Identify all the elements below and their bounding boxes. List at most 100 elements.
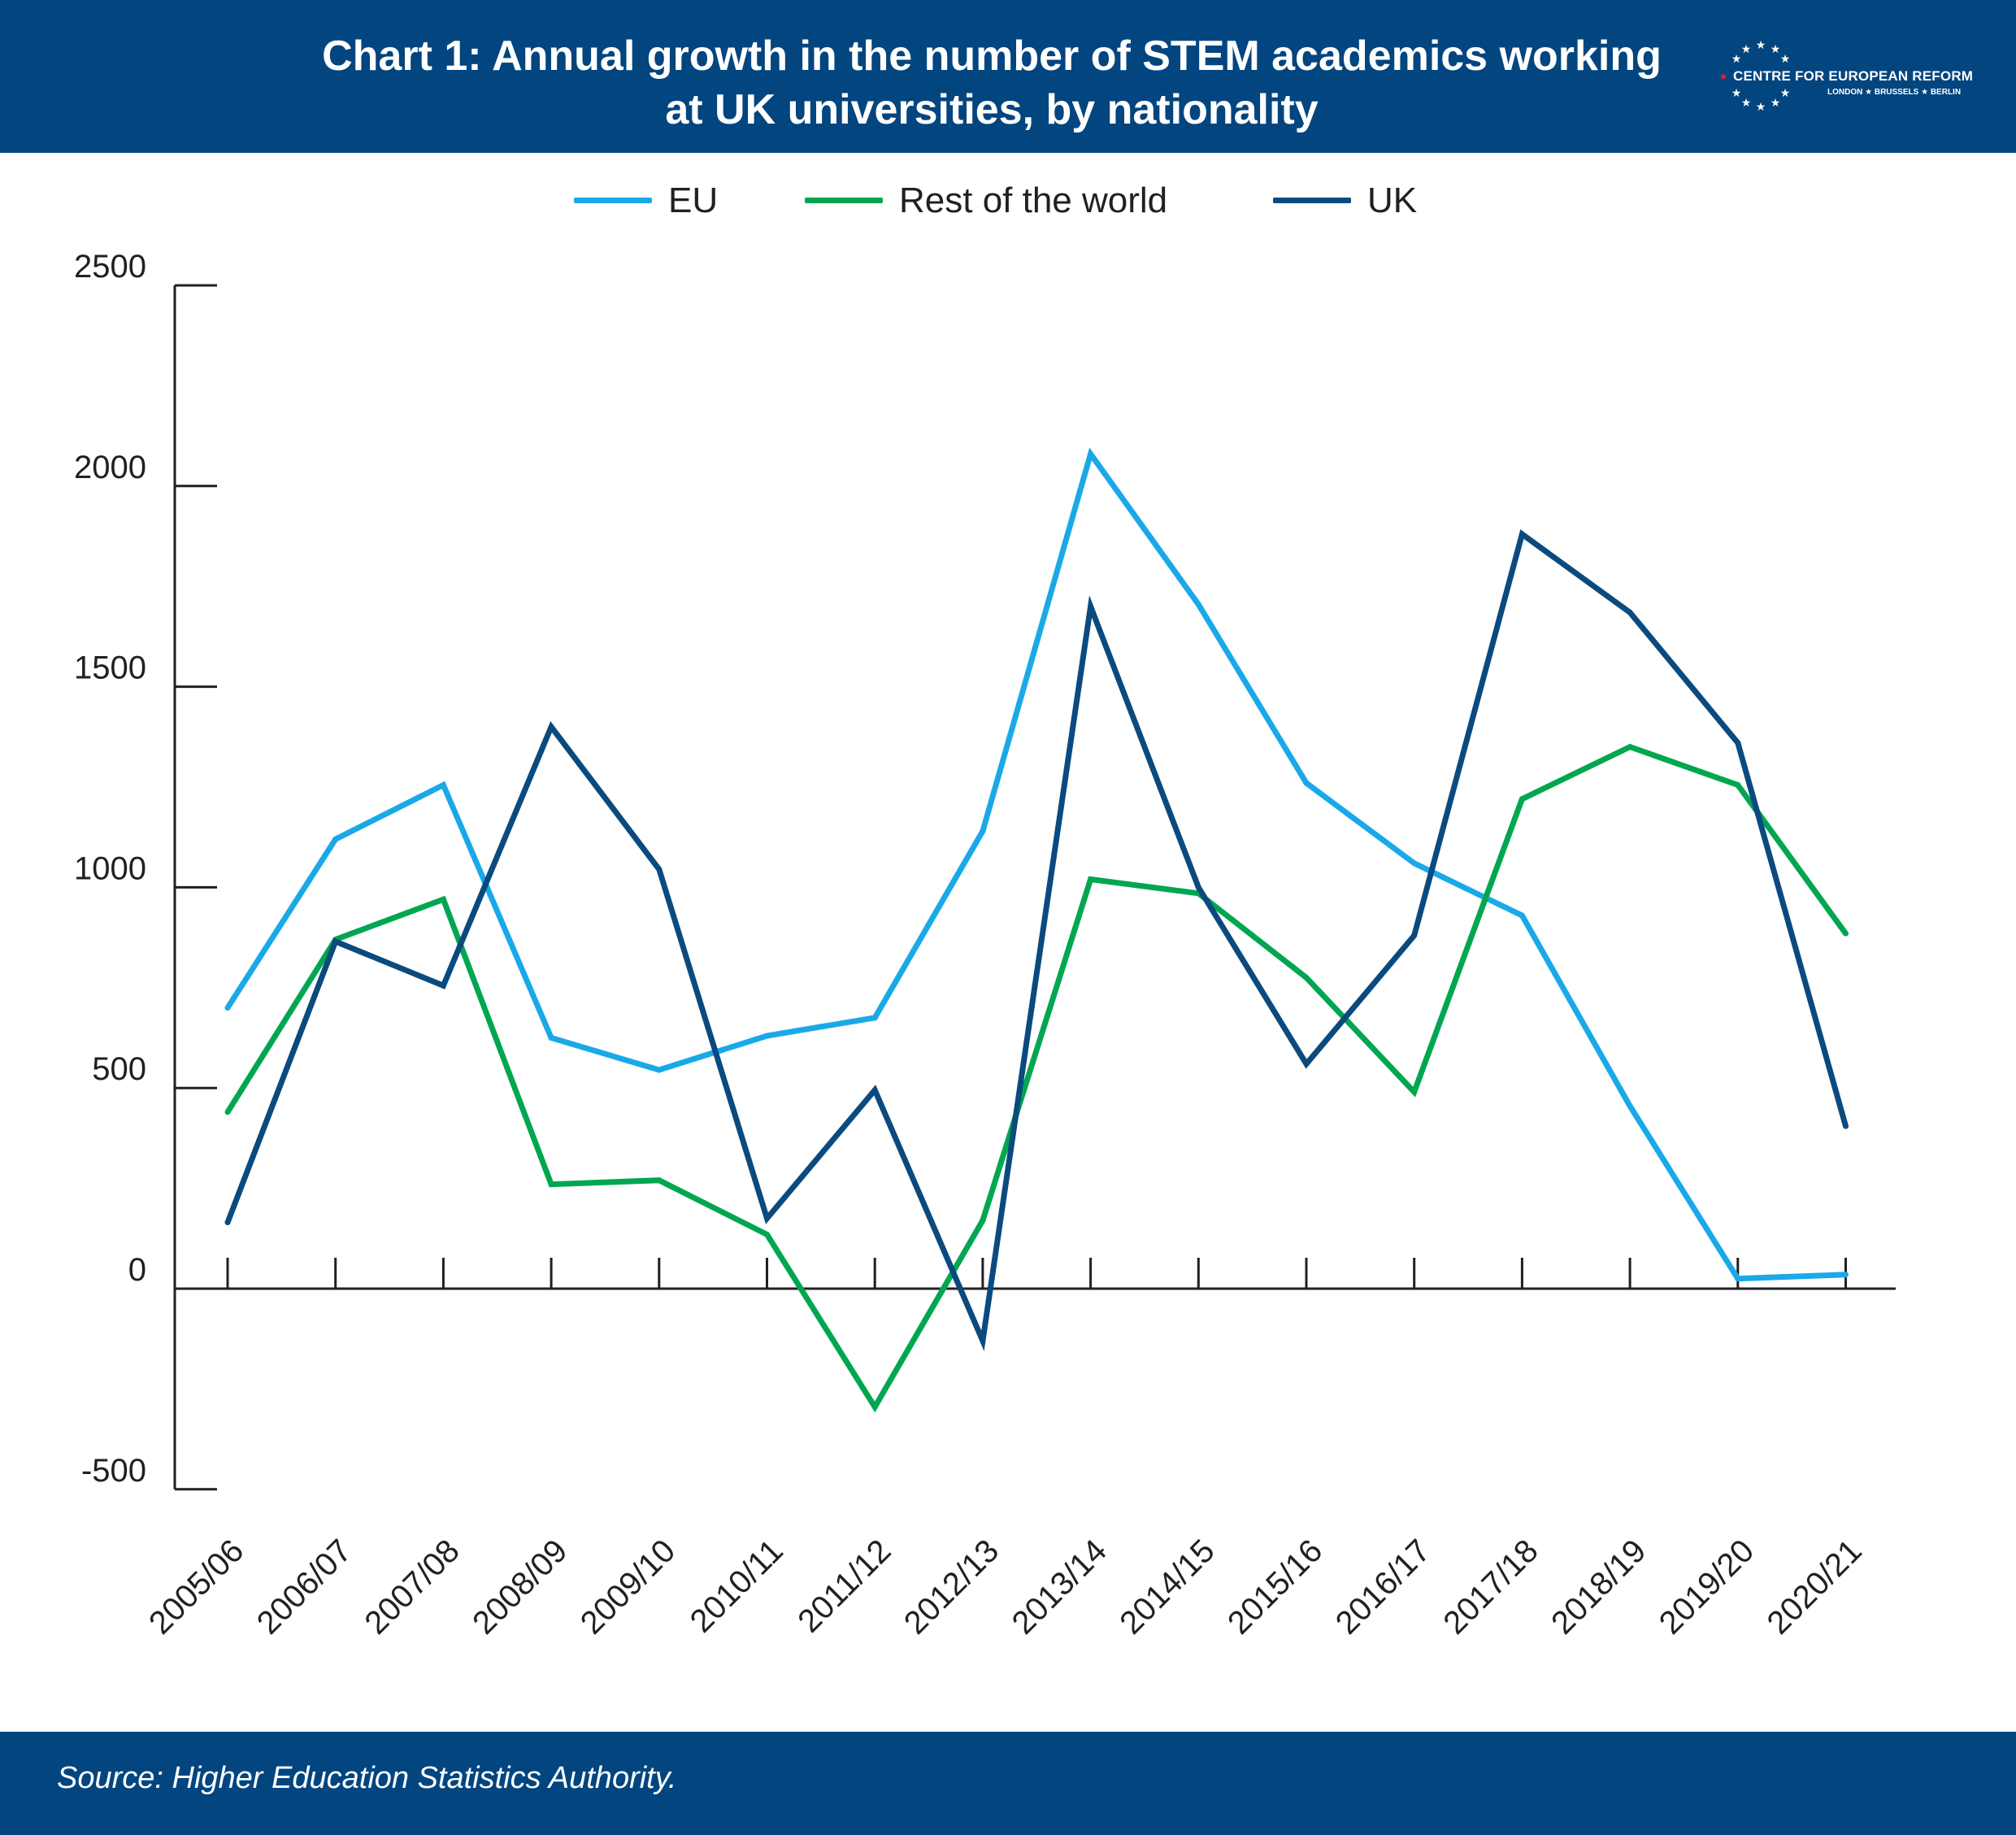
data-point [1088, 876, 1094, 883]
data-point [1735, 782, 1741, 789]
svg-text:★: ★ [1719, 71, 1728, 82]
data-point [1303, 780, 1310, 786]
chart-header: Chart 1: Annual growth in the number of … [0, 0, 2016, 153]
data-point [1519, 531, 1525, 537]
legend-label-uk: UK [1367, 180, 1418, 220]
data-point [1411, 933, 1418, 939]
series-line-rest-of-the-world [225, 743, 1849, 1413]
x-tick-label: 2016/17 [1329, 1533, 1437, 1641]
data-point [1627, 744, 1633, 750]
data-point [1519, 796, 1525, 802]
x-tick-label: 2019/20 [1653, 1533, 1761, 1641]
y-tick-label: 0 [128, 1252, 146, 1288]
legend-swatch-rest-of-world [805, 198, 883, 203]
svg-text:★: ★ [1731, 53, 1742, 66]
series-line-eu [225, 447, 1846, 1282]
chart-title-line-2: at UK universities, by nationality [665, 86, 1319, 133]
svg-text:★: ★ [1780, 53, 1791, 66]
data-point [980, 1337, 986, 1344]
x-tick-label: 2007/08 [358, 1533, 466, 1641]
data-point [332, 836, 339, 842]
data-point [548, 724, 554, 730]
data-point [656, 1067, 663, 1073]
legend-label-eu: EU [668, 180, 719, 220]
data-point [656, 1177, 663, 1184]
data-point [764, 1215, 770, 1222]
y-tick-label: 1500 [74, 650, 146, 686]
data-point [548, 1181, 554, 1188]
source-note: Source: Higher Education Statistics Auth… [57, 1761, 677, 1795]
data-point [440, 782, 446, 789]
x-tick-label: 2020/21 [1761, 1533, 1869, 1641]
x-tick-label: 2012/13 [897, 1533, 1006, 1641]
logo-text: CENTRE FOR EUROPEAN REFORM [1733, 68, 1974, 84]
y-tick-label: 2000 [74, 450, 146, 485]
data-point [871, 1404, 878, 1411]
cer-logo: ★ ★ ★ ★ ★ ★ ★ ★ ★ ★ ★ CENTRE FOR EUROPEA… [1714, 33, 1990, 122]
data-point [1519, 912, 1525, 919]
data-point [1627, 1102, 1633, 1109]
data-point [548, 1035, 554, 1041]
svg-text:★: ★ [1731, 87, 1742, 100]
legend: EU Rest of the world UK [0, 171, 2016, 228]
svg-text:★: ★ [1741, 97, 1752, 110]
data-point [1303, 1061, 1310, 1068]
data-point [656, 866, 663, 872]
chart-title: Chart 1: Annual growth in the number of … [244, 29, 1740, 137]
svg-text:★: ★ [1771, 97, 1781, 110]
y-tick-label: 2500 [74, 249, 146, 285]
data-point [1843, 1272, 1849, 1278]
data-point [980, 828, 986, 834]
star-circle-icon: ★ ★ ★ ★ ★ ★ ★ ★ ★ ★ ★ [1719, 39, 1791, 114]
x-tick-label: 2018/19 [1545, 1533, 1653, 1641]
data-point [764, 1231, 770, 1237]
svg-text:★: ★ [1756, 101, 1766, 114]
data-point [871, 1015, 878, 1021]
x-tick-label: 2015/16 [1221, 1533, 1329, 1641]
y-tick-label: -500 [81, 1453, 146, 1489]
data-point [1627, 609, 1633, 615]
legend-label-rest-of-world: Rest of the world [899, 180, 1168, 220]
y-tick-label: 1000 [74, 850, 146, 886]
data-point [440, 982, 446, 989]
data-point [1195, 601, 1201, 607]
x-tick-label: 2005/06 [142, 1533, 250, 1641]
x-tick-label: 2010/11 [684, 1533, 790, 1639]
data-point [1195, 884, 1201, 890]
data-point [440, 896, 446, 902]
data-point [1411, 860, 1418, 867]
x-tick-label: 2008/09 [466, 1533, 574, 1641]
data-point [980, 1217, 986, 1224]
x-tick-label: 2017/18 [1436, 1533, 1545, 1641]
svg-text:★: ★ [1756, 39, 1766, 52]
svg-text:★: ★ [1741, 43, 1752, 56]
x-tick-label: 2011/12 [791, 1533, 897, 1639]
legend-swatch-eu [574, 198, 652, 203]
x-tick-label: 2009/10 [574, 1533, 682, 1641]
data-point [764, 1033, 770, 1039]
x-tick-label: 2014/15 [1113, 1533, 1221, 1641]
series-line-uk [224, 529, 1849, 1351]
data-point [1303, 974, 1310, 981]
x-tick-label: 2013/14 [1006, 1533, 1114, 1641]
data-point [1843, 930, 1849, 937]
data-point [1843, 1123, 1849, 1129]
svg-text:★: ★ [1771, 43, 1781, 56]
data-point [224, 1004, 231, 1011]
logo-subtext: LONDON ★ BRUSSELS ★ BERLIN [1827, 88, 1962, 97]
svg-text:★: ★ [1780, 87, 1791, 100]
data-point [1088, 603, 1094, 610]
legend-swatch-uk [1273, 198, 1351, 203]
chart-lines [224, 447, 1849, 1413]
chart-title-line-1: Chart 1: Annual growth in the number of … [322, 33, 1662, 80]
data-point [332, 938, 339, 945]
chart-footer: Source: Higher Education Statistics Auth… [0, 1732, 2016, 1835]
data-point [1735, 740, 1741, 746]
data-point [224, 1220, 231, 1226]
data-point [871, 1087, 878, 1094]
data-point [1088, 450, 1094, 457]
x-tick-label: 2006/07 [250, 1533, 358, 1641]
data-point [1735, 1276, 1741, 1282]
data-point [224, 1109, 231, 1115]
